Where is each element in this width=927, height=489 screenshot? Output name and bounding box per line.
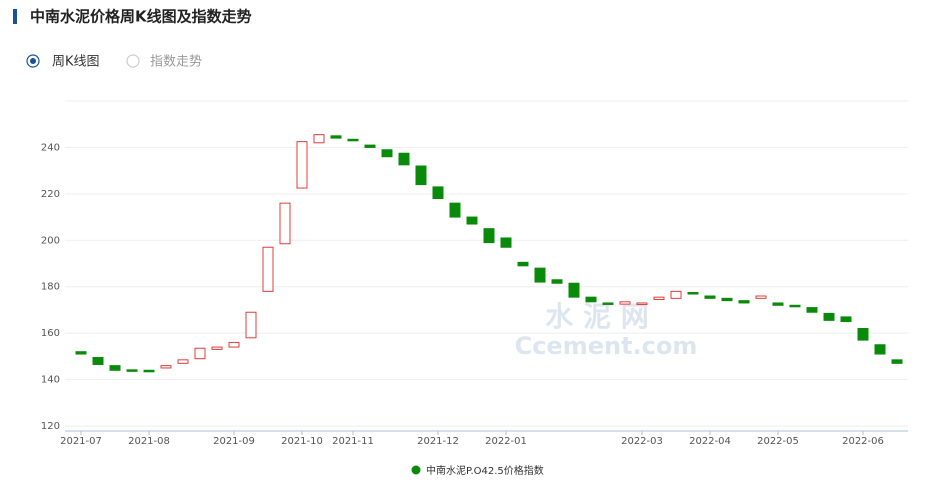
candle — [806, 307, 818, 313]
candle — [449, 202, 461, 218]
candle — [619, 301, 631, 305]
plot: 120 140 160 180 200 220 240 2021-07 2021-08 2021-… — [41, 134, 908, 477]
candle — [415, 165, 427, 186]
candle — [143, 369, 155, 373]
candle — [92, 357, 104, 365]
candle — [636, 302, 648, 305]
candle — [721, 297, 733, 302]
candle — [381, 149, 393, 158]
candle — [891, 359, 903, 364]
candle — [228, 341, 240, 348]
y-tick-label: 140 — [41, 375, 60, 386]
candle — [840, 316, 852, 323]
x-tick-label: 2022-06 — [842, 436, 884, 447]
legend-label: 中南水泥P.O42.5价格指数 — [426, 464, 544, 477]
y-tick-label: 220 — [41, 189, 60, 200]
y-tick-label: 160 — [41, 328, 60, 339]
candle — [789, 304, 801, 308]
x-tick-label: 2022-04 — [689, 436, 731, 447]
tab-index[interactable]: 指数走势 — [126, 54, 202, 70]
candle — [585, 296, 597, 303]
candle — [670, 290, 682, 299]
candle — [602, 302, 614, 305]
watermark: 水 泥 网 — [545, 300, 649, 333]
candle — [177, 359, 189, 364]
page-title: 中南水泥价格周K线图及指数走势 — [30, 8, 252, 26]
candle — [500, 237, 512, 248]
candle — [517, 261, 529, 267]
candle — [857, 328, 869, 341]
candle — [279, 202, 291, 245]
candle — [75, 351, 87, 355]
candle — [755, 295, 767, 299]
y-tick-label: 200 — [41, 235, 60, 246]
title-bar — [13, 9, 17, 24]
legend-swatch — [411, 465, 421, 475]
candle — [466, 216, 478, 225]
x-tick-label: 2022-01 — [485, 436, 527, 447]
tab-label[interactable]: 指数走势 — [150, 54, 202, 70]
candle — [704, 295, 716, 299]
candle — [432, 186, 444, 199]
watermark: Ccement.com — [515, 332, 698, 360]
x-tick-label: 2021-11 — [332, 436, 374, 447]
candle — [364, 144, 376, 148]
candle — [347, 138, 359, 142]
x-tick-label: 2021-09 — [213, 436, 255, 447]
candle — [330, 135, 342, 139]
candle — [534, 267, 546, 283]
x-tick-label: 2021-07 — [60, 436, 102, 447]
candle — [194, 347, 206, 360]
candle — [738, 300, 750, 304]
y-tick-label: 120 — [41, 421, 60, 432]
candle — [296, 141, 308, 189]
x-tick-label: 2022-05 — [757, 436, 799, 447]
candle — [568, 282, 580, 298]
candle — [211, 346, 223, 350]
candle — [823, 312, 835, 321]
candle — [653, 296, 665, 300]
x-tick-label: 2021-12 — [417, 436, 459, 447]
x-tick-label: 2022-03 — [621, 436, 663, 447]
candle — [262, 246, 274, 292]
candle — [160, 365, 172, 369]
tab-kline[interactable]: 周K线图 — [26, 54, 100, 70]
candle — [874, 344, 886, 355]
candle — [245, 311, 257, 339]
x-tick-label: 2021-08 — [128, 436, 170, 447]
y-tick-label: 240 — [41, 142, 60, 153]
tab-label[interactable]: 周K线图 — [52, 55, 100, 70]
candle — [772, 302, 784, 306]
candle — [109, 365, 121, 371]
candle — [313, 134, 325, 144]
candle — [551, 279, 563, 284]
y-tick-label: 180 — [41, 282, 60, 293]
candle — [398, 152, 410, 166]
candle — [483, 228, 495, 244]
candle — [126, 369, 138, 372]
x-tick-label: 2021-10 — [281, 436, 323, 447]
candle — [687, 292, 699, 295]
